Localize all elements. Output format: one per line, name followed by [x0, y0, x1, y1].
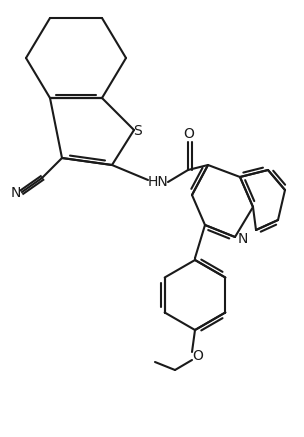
Text: O: O	[192, 349, 203, 363]
Text: HN: HN	[148, 175, 168, 189]
Text: N: N	[11, 186, 21, 200]
Text: S: S	[133, 124, 141, 138]
Text: O: O	[184, 127, 195, 141]
Text: N: N	[238, 232, 248, 246]
